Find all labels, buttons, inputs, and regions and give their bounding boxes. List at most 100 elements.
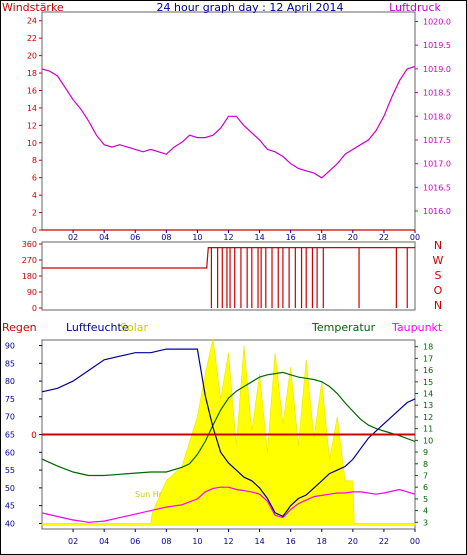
- time-tick-label: 20: [348, 233, 358, 242]
- panel1-frame: [41, 11, 416, 231]
- time-tick-label: 02: [68, 537, 78, 546]
- humidity-tick-label: 55: [5, 466, 15, 475]
- time-tick-label: 22: [379, 537, 389, 546]
- time-tick-label: 02: [68, 233, 78, 242]
- humidity-tick-label: 80: [5, 377, 15, 386]
- temperature-tick-label: 15: [423, 378, 433, 387]
- temperature-tick-label: 9: [423, 448, 428, 457]
- time-tick-label: 06: [130, 537, 140, 546]
- wind-tick-label: 12: [27, 121, 37, 130]
- direction-tick-label: 90: [27, 288, 37, 297]
- temperature-tick-label: 17: [423, 354, 433, 363]
- wind-tick-label: 22: [27, 34, 37, 43]
- wind-tick-label: 24: [27, 17, 37, 26]
- pressure-tick-label: 1016.0: [423, 207, 451, 216]
- time-tick-label: 10: [192, 537, 202, 546]
- time-tick-label: 04: [99, 537, 109, 546]
- wind-tick-label: 18: [27, 69, 37, 78]
- humidity-tick-label: 65: [5, 431, 15, 440]
- humidity-tick-label: 75: [5, 395, 15, 404]
- compass-letter: W: [433, 254, 444, 267]
- pressure-tick-label: 1018.0: [423, 112, 451, 121]
- temperature-tick-label: 11: [423, 425, 433, 434]
- time-tick-label: 20: [348, 537, 358, 546]
- humidity-tick-label: 70: [5, 413, 15, 422]
- temperature-y-axis: 3 4 5 6 7 8 9 10 11 12 13 14 15 16 17 18: [415, 343, 433, 527]
- panel3-series: [41, 338, 416, 526]
- temperature-tick-label: 5: [423, 495, 428, 504]
- luftdruck-label: Luftdruck: [389, 1, 441, 14]
- wind-tick-label: 4: [32, 191, 37, 200]
- pressure-line: [41, 65, 416, 179]
- humidity-tick-label: 45: [5, 502, 15, 511]
- windstaerke-label: Windstärke: [2, 1, 64, 14]
- time-tick-label: 16: [286, 537, 296, 546]
- time-tick-label: 08: [161, 537, 171, 546]
- humidity-tick-label: 60: [5, 448, 15, 457]
- solar-area: [41, 338, 416, 526]
- humidity-tick-label: 90: [5, 342, 15, 351]
- chart-title: 24 hour graph day : 12 April 2014: [157, 1, 344, 14]
- compass-letter: N: [434, 239, 442, 252]
- humidity-tick-label: 40: [5, 519, 15, 528]
- temperatur-label: Temperatur: [311, 321, 376, 334]
- taupunkt-label: Taupunkt: [391, 321, 443, 334]
- pressure-tick-label: 1017.5: [423, 136, 451, 145]
- time-tick-label: 14: [254, 537, 264, 546]
- compass-letter: S: [435, 269, 442, 282]
- time-tick-label: 00: [410, 233, 420, 242]
- panel1-series: [41, 65, 416, 231]
- panel2-series: [42, 247, 415, 308]
- time-x-axis: 02 04 06 08 10 12 14 16 18 20 22 00: [68, 230, 420, 242]
- direction-tick-label: 360: [22, 240, 37, 249]
- direction-y-axis: 0 90 180 270 360: [22, 240, 42, 313]
- time-tick-label: 18: [317, 233, 327, 242]
- time-tick-label: 14: [254, 233, 264, 242]
- rain-value-label: 0: [31, 431, 37, 441]
- direction-tick-label: 180: [22, 272, 37, 281]
- solar-label: Solar: [120, 321, 149, 334]
- temperature-tick-label: 12: [423, 413, 433, 422]
- pressure-tick-label: 1019.0: [423, 65, 451, 74]
- humidity-tick-label: 85: [5, 359, 15, 368]
- time-tick-label: 12: [223, 537, 233, 546]
- time-tick-label: 18: [317, 537, 327, 546]
- humidity-tick-label: 50: [5, 484, 15, 493]
- luftfeuchte-label: Luftfeuchte: [66, 321, 129, 334]
- temperature-line: [41, 371, 416, 477]
- humidity-line: [41, 348, 416, 518]
- time-tick-label: 10: [192, 233, 202, 242]
- compass-letter: O: [434, 284, 443, 297]
- wind-tick-label: 2: [32, 209, 37, 218]
- temperature-tick-label: 3: [423, 518, 428, 527]
- panel-wind-pressure: 24 hour graph day : 12 April 2014 Windst…: [2, 1, 451, 242]
- dewpoint-line: [41, 486, 416, 523]
- temperature-tick-label: 8: [423, 460, 428, 469]
- sun-hr-label: Sun Hr: [135, 490, 163, 499]
- panel-humidity-temperature: Regen Luftfeuchte Solar Temperatur Taupu…: [2, 321, 443, 546]
- pressure-tick-label: 1018.5: [423, 89, 451, 98]
- wind-tick-label: 16: [27, 86, 37, 95]
- humidity-y-axis: 40 45 50 55 60 65 70 75 80 85 90: [5, 342, 42, 528]
- temperature-tick-label: 4: [423, 507, 428, 516]
- time-tick-label: 22: [379, 233, 389, 242]
- temperature-tick-label: 18: [423, 343, 433, 352]
- pressure-tick-label: 1020.0: [423, 17, 451, 26]
- time-tick-label: 16: [286, 233, 296, 242]
- pressure-y-axis: 1016.0 1016.5 1017.0 1017.5 1018.0 1018.5 1019…: [415, 17, 451, 216]
- temperature-tick-label: 7: [423, 471, 428, 480]
- temperature-tick-label: 6: [423, 483, 428, 492]
- time-tick-label: 00: [410, 537, 420, 546]
- wind-tick-label: 20: [27, 52, 37, 61]
- wind-tick-label: 10: [27, 139, 37, 148]
- direction-tick-label: 270: [22, 256, 37, 265]
- pressure-tick-label: 1016.5: [423, 183, 451, 192]
- pressure-tick-label: 1019.5: [423, 41, 451, 50]
- time-tick-label: 04: [99, 233, 109, 242]
- wind-tick-label: 0: [32, 226, 37, 235]
- temperature-tick-label: 16: [423, 366, 433, 375]
- regen-label: Regen: [2, 321, 37, 334]
